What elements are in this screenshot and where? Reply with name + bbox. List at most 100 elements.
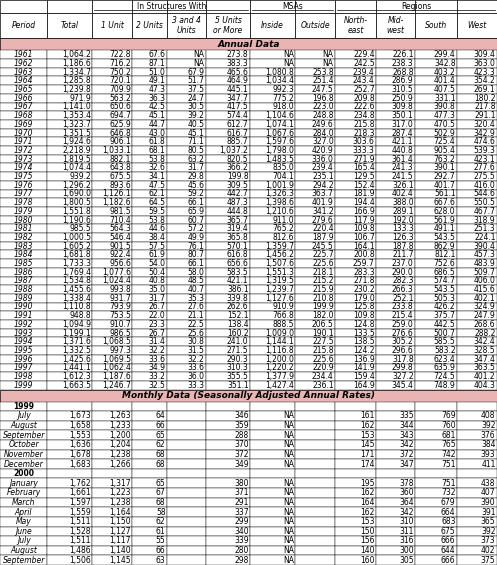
Bar — [250, 402, 295, 411]
Bar — [415, 216, 457, 224]
Text: 220.9: 220.9 — [312, 363, 333, 372]
Text: 1993: 1993 — [14, 329, 33, 338]
Text: 650.6: 650.6 — [109, 102, 131, 111]
Bar — [376, 346, 415, 355]
Bar — [457, 13, 497, 38]
Bar — [335, 459, 376, 469]
Text: 299: 299 — [234, 517, 248, 526]
Text: 393: 393 — [481, 450, 496, 459]
Text: 704.1: 704.1 — [272, 172, 294, 181]
Bar — [132, 120, 167, 129]
Text: 327.2: 327.2 — [392, 372, 414, 381]
Text: 402.4: 402.4 — [392, 189, 414, 198]
Bar — [0, 155, 47, 163]
Text: 1,238: 1,238 — [109, 450, 131, 459]
Bar — [92, 555, 132, 565]
Text: Period: Period — [11, 21, 36, 30]
Bar — [250, 555, 295, 565]
Text: 58.0: 58.0 — [187, 268, 204, 277]
Bar — [415, 85, 457, 94]
Bar — [295, 276, 335, 285]
Bar — [92, 294, 132, 303]
Text: 181.9: 181.9 — [353, 189, 375, 198]
Bar — [335, 129, 376, 137]
Text: 1,326.3: 1,326.3 — [265, 189, 294, 198]
Text: 1977: 1977 — [14, 189, 33, 198]
Bar — [295, 68, 335, 76]
Text: 1,034.4: 1,034.4 — [265, 76, 294, 85]
Text: 1,164: 1,164 — [109, 507, 131, 516]
Bar — [206, 155, 250, 163]
Bar — [376, 363, 415, 372]
Text: 1,069.5: 1,069.5 — [102, 355, 131, 364]
Text: 296.6: 296.6 — [392, 346, 414, 355]
Bar — [132, 440, 167, 450]
Bar — [92, 137, 132, 146]
Bar — [167, 440, 206, 450]
Bar — [295, 488, 335, 498]
Text: 162: 162 — [360, 488, 375, 497]
Text: NA: NA — [283, 450, 294, 459]
Bar — [167, 120, 206, 129]
Bar — [457, 163, 497, 172]
Text: 335: 335 — [399, 411, 414, 420]
Text: 583.5: 583.5 — [227, 268, 248, 277]
Text: 1,144.1: 1,144.1 — [265, 337, 294, 346]
Text: 350.1: 350.1 — [392, 111, 414, 120]
Bar — [250, 137, 295, 146]
Bar — [0, 233, 47, 242]
Text: NA: NA — [323, 50, 333, 59]
Text: 710.4: 710.4 — [109, 215, 131, 224]
Text: 812.1: 812.1 — [434, 250, 456, 259]
Text: 66.1: 66.1 — [187, 198, 204, 207]
Bar — [47, 129, 92, 137]
Bar — [0, 120, 47, 129]
Bar — [0, 103, 47, 111]
Text: 327.0: 327.0 — [312, 137, 333, 146]
Bar — [295, 527, 335, 536]
Bar — [167, 0, 206, 13]
Bar — [295, 355, 335, 363]
Bar — [167, 224, 206, 233]
Text: 365: 365 — [481, 517, 496, 526]
Text: 190.1: 190.1 — [312, 329, 333, 338]
Text: 150: 150 — [360, 527, 375, 536]
Bar — [132, 268, 167, 276]
Bar — [295, 137, 335, 146]
Bar — [376, 469, 415, 479]
Text: 1,033.1: 1,033.1 — [102, 146, 131, 155]
Bar — [250, 207, 295, 216]
Bar — [250, 320, 295, 329]
Bar — [295, 224, 335, 233]
Text: 911.0: 911.0 — [272, 215, 294, 224]
Text: 310.3: 310.3 — [227, 363, 248, 372]
Bar — [415, 469, 457, 479]
Bar — [376, 250, 415, 259]
Bar — [295, 120, 335, 129]
Bar — [457, 536, 497, 546]
Bar — [295, 517, 335, 527]
Text: 1976: 1976 — [14, 181, 33, 190]
Bar — [376, 421, 415, 431]
Bar — [206, 120, 250, 129]
Bar — [132, 527, 167, 536]
Bar — [415, 337, 457, 346]
Text: 220.4: 220.4 — [312, 224, 333, 233]
Text: 253.8: 253.8 — [312, 68, 333, 77]
Bar — [335, 216, 376, 224]
Text: 68: 68 — [156, 450, 166, 459]
Bar — [457, 346, 497, 355]
Bar — [295, 346, 335, 355]
Bar — [167, 285, 206, 294]
Text: 153: 153 — [360, 431, 375, 440]
Text: 166.9: 166.9 — [353, 207, 375, 216]
Text: 324.9: 324.9 — [474, 302, 496, 311]
Bar — [295, 181, 335, 189]
Text: 180.2: 180.2 — [474, 94, 496, 103]
Text: 209.8: 209.8 — [353, 94, 375, 103]
Text: 1974: 1974 — [14, 163, 33, 172]
Text: 656.6: 656.6 — [227, 259, 248, 268]
Bar — [132, 259, 167, 268]
Text: 1,077.6: 1,077.6 — [102, 268, 131, 277]
Bar — [335, 13, 376, 38]
